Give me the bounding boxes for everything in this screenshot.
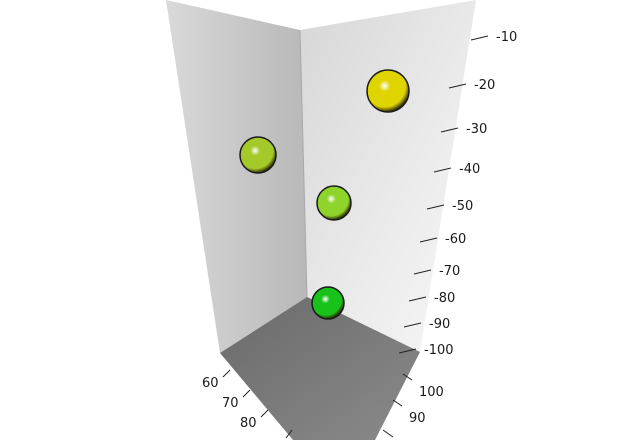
data-point: [316, 185, 352, 221]
y-axis: 100 90: [382, 373, 444, 438]
z-tick-label: -90: [429, 317, 450, 332]
right-wall: [300, 0, 476, 352]
z-tick-line: [398, 348, 417, 354]
z-tick-label: -30: [466, 122, 487, 137]
data-point: [311, 286, 345, 320]
z-tick-label: -20: [474, 78, 495, 93]
y-tick-label: 90: [409, 411, 426, 426]
floor: [220, 297, 420, 440]
z-tick-line: [413, 269, 432, 275]
data-points: [239, 69, 410, 320]
z-tick-label: -60: [445, 232, 466, 247]
x-tick-line: [242, 389, 251, 398]
z-tick-label: -40: [459, 162, 480, 177]
z-tick-line: [470, 35, 489, 41]
x-tick-line: [285, 429, 293, 439]
x-tick-label: 60: [202, 376, 219, 391]
x-tick-label: 80: [240, 416, 257, 431]
y-tick-line: [402, 373, 413, 381]
z-tick-line: [403, 322, 422, 328]
z-tick-line: [433, 167, 452, 173]
y-tick-line: [392, 399, 403, 407]
z-tick-line: [440, 127, 459, 133]
z-tick-label: -50: [452, 199, 473, 214]
z-tick-line: [448, 83, 467, 89]
x-tick-line: [260, 409, 269, 418]
x-tick-line: [222, 369, 231, 378]
y-tick-line: [382, 429, 394, 438]
wall-edge: [299, 29, 308, 298]
z-tick-label: -80: [434, 291, 455, 306]
z-axis: -10 -20 -30 -40 -50 -60 -70 -80 -90 -100: [398, 30, 517, 358]
left-wall: [166, 0, 307, 353]
z-tick-line: [408, 296, 427, 302]
x-tick-label: 70: [222, 396, 239, 411]
z-tick-label: -100: [424, 343, 454, 358]
z-tick-line: [419, 237, 438, 243]
z-tick-label: -70: [439, 264, 460, 279]
z-tick-label: -10: [496, 30, 517, 45]
data-point: [239, 136, 277, 174]
data-point: [366, 69, 410, 113]
z-tick-line: [426, 204, 445, 210]
y-tick-label: 100: [419, 385, 444, 400]
